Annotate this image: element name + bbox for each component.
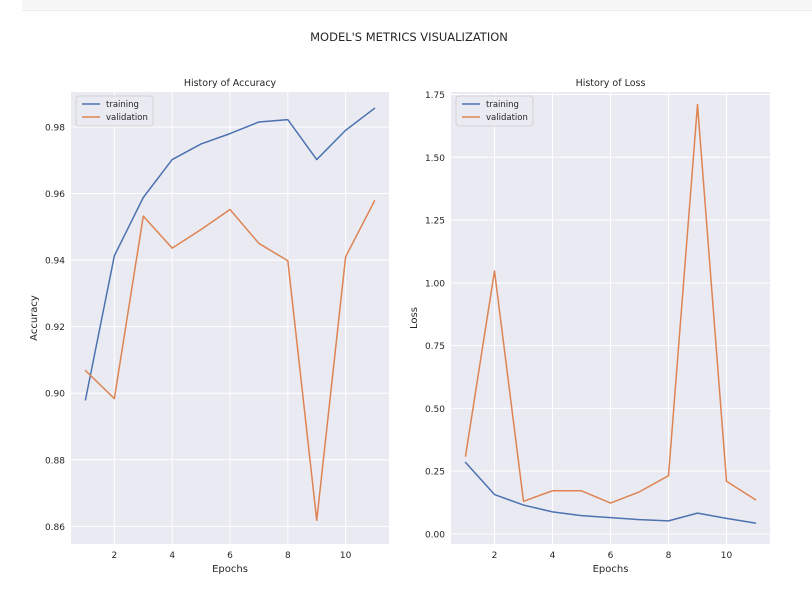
- accuracy-training-line: [84, 107, 376, 401]
- accuracy-x-tick-label: 6: [227, 551, 233, 561]
- figure-suptitle: MODEL'S METRICS VISUALIZATION: [310, 30, 508, 44]
- loss-series: [464, 103, 757, 524]
- loss-chart-title: History of Loss: [576, 78, 646, 89]
- loss-y-tick-label: 1.75: [425, 91, 445, 101]
- accuracy-legend-validation-label: validation: [106, 113, 148, 123]
- accuracy-x-axis-label: Epochs: [212, 564, 248, 575]
- notebook-output-top-strip: [22, 0, 812, 11]
- accuracy-x-tick-label: 2: [111, 551, 117, 561]
- loss-y-axis-label: Loss: [409, 307, 420, 329]
- loss-x-tick-label: 8: [666, 551, 672, 561]
- loss-training-line: [464, 461, 757, 524]
- accuracy-gridlines: [71, 92, 389, 544]
- accuracy-series: [84, 107, 376, 522]
- loss-validation-line: [464, 103, 757, 504]
- accuracy-validation-line: [84, 200, 376, 522]
- loss-legend-validation-label: validation: [486, 113, 528, 123]
- loss-x-tick-label: 6: [608, 551, 614, 561]
- loss-y-tick-label: 0.25: [425, 468, 445, 478]
- accuracy-y-tick-label: 0.98: [45, 123, 65, 133]
- loss-x-tick-label: 4: [550, 551, 556, 561]
- loss-y-tick-label: 0.50: [425, 405, 445, 415]
- accuracy-y-tick-label: 0.92: [45, 323, 65, 333]
- accuracy-legend: training validation: [75, 95, 154, 127]
- accuracy-chart-title: History of Accuracy: [184, 78, 277, 89]
- loss-legend-training-label: training: [486, 100, 519, 110]
- loss-y-tick-label: 1.25: [425, 217, 445, 227]
- accuracy-tick-labels: 2 4 6 8 10 0.86 0.88 0.90 0.92 0.94 0.96 0.98: [45, 123, 352, 561]
- loss-x-tick-label: 10: [721, 551, 733, 561]
- accuracy-y-tick-label: 0.88: [45, 456, 65, 466]
- loss-y-tick-label: 1.00: [425, 279, 445, 289]
- loss-legend: training validation: [455, 95, 534, 127]
- accuracy-x-tick-label: 4: [169, 551, 175, 561]
- accuracy-legend-training-label: training: [106, 100, 139, 110]
- accuracy-y-axis-label: Accuracy: [29, 295, 40, 341]
- loss-y-tick-label: 0.00: [425, 530, 445, 540]
- accuracy-chart: 2 4 6 8 10 0.86 0.88 0.90 0.92 0.94 0.96 0.98 Histo…: [29, 78, 389, 575]
- accuracy-y-tick-label: 0.96: [45, 190, 65, 200]
- loss-chart: 2 4 6 8 10 0.00 0.25 0.50 0.75 1.00 1.25 1.50 1.75 H…: [409, 78, 770, 575]
- loss-x-axis-label: Epochs: [593, 564, 629, 575]
- loss-x-tick-label: 2: [492, 551, 498, 561]
- accuracy-y-tick-label: 0.86: [45, 523, 65, 533]
- loss-tick-labels: 2 4 6 8 10 0.00 0.25 0.50 0.75 1.00 1.25 1.50 1.75: [425, 91, 733, 561]
- accuracy-y-tick-label: 0.94: [45, 257, 65, 267]
- accuracy-y-tick-label: 0.90: [45, 390, 65, 400]
- accuracy-x-tick-label: 10: [340, 551, 352, 561]
- loss-y-tick-label: 1.50: [425, 154, 445, 164]
- accuracy-x-tick-label: 8: [285, 551, 291, 561]
- loss-y-tick-label: 0.75: [425, 342, 445, 352]
